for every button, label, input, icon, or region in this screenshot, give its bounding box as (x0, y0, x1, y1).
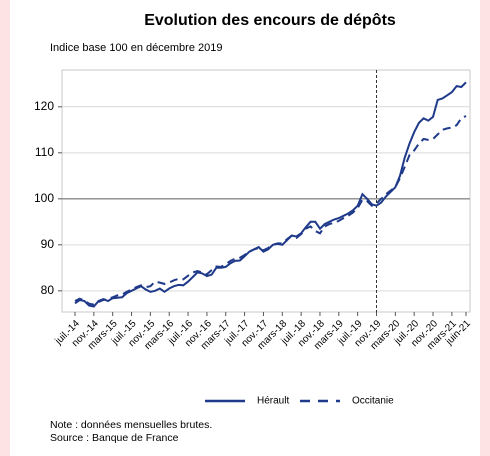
source: Source : Banque de France (50, 432, 179, 444)
chart-subtitle: Indice base 100 en décembre 2019 (50, 42, 222, 54)
legend-label: Hérault (257, 396, 289, 407)
y-tick-label: 120 (34, 99, 54, 113)
legend-label: Occitanie (352, 396, 394, 407)
y-tick-label: 90 (41, 237, 55, 251)
plot-frame (61, 69, 471, 313)
chart-title: Evolution des encours de dépôts (144, 12, 396, 29)
y-tick-label: 100 (34, 191, 54, 205)
series-line (74, 115, 467, 306)
panel (10, 0, 480, 456)
y-tick-label: 110 (35, 145, 54, 159)
note: Note : données mensuelles brutes. (50, 419, 212, 431)
y-tick-label: 80 (41, 283, 55, 297)
